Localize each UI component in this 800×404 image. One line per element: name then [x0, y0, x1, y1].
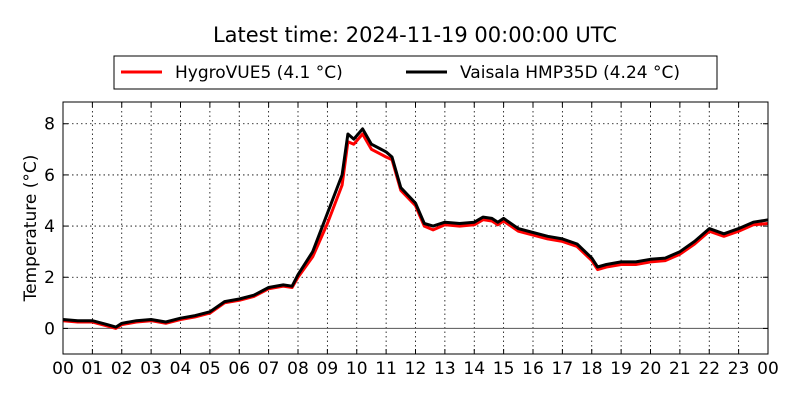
x-tick-label: 12 [405, 359, 427, 379]
x-tick-label: 01 [82, 359, 104, 379]
x-tick-label: 05 [199, 359, 221, 379]
x-tick-label: 20 [640, 359, 662, 379]
x-tick-label: 14 [463, 359, 485, 379]
x-tick-label: 23 [728, 359, 750, 379]
x-tick-label: 15 [493, 359, 515, 379]
y-tick-label: 2 [44, 268, 55, 288]
x-tick-label: 09 [317, 359, 339, 379]
x-tick-label: 02 [111, 359, 133, 379]
x-tick-label: 10 [346, 359, 368, 379]
y-tick-label: 6 [44, 166, 55, 186]
y-axis-label: Temperature (°C) [21, 155, 41, 303]
x-tick-label: 00 [52, 359, 74, 379]
x-tick-label: 22 [698, 359, 720, 379]
x-tick-label: 16 [522, 359, 544, 379]
y-tick-label: 4 [44, 217, 55, 237]
x-tick-label: 03 [140, 359, 162, 379]
x-tick-label: 11 [375, 359, 397, 379]
x-tick-label: 19 [610, 359, 632, 379]
x-tick-label: 18 [581, 359, 603, 379]
series-line-hygrovue5 [62, 132, 769, 330]
y-tick-label: 0 [44, 319, 55, 339]
series-line-vaisala [62, 127, 769, 329]
x-tick-label: 21 [669, 359, 691, 379]
x-tick-label: 06 [228, 359, 250, 379]
legend: HygroVUE5 (4.1 °C) Vaisala HMP35D (4.24 … [113, 55, 718, 90]
x-tick-label: 04 [170, 359, 192, 379]
y-tick-label: 8 [44, 115, 55, 135]
chart-title: Latest time: 2024-11-19 00:00:00 UTC [213, 23, 617, 47]
x-tick-label: 00 [757, 359, 779, 379]
x-tick-label: 17 [552, 359, 574, 379]
x-tick-label: 08 [287, 359, 309, 379]
legend-label-hygrovue5: HygroVUE5 (4.1 °C) [175, 63, 343, 83]
x-tick-label: 07 [258, 359, 280, 379]
legend-label-vaisala: Vaisala HMP35D (4.24 °C) [460, 63, 680, 83]
x-tick-label: 13 [434, 359, 456, 379]
